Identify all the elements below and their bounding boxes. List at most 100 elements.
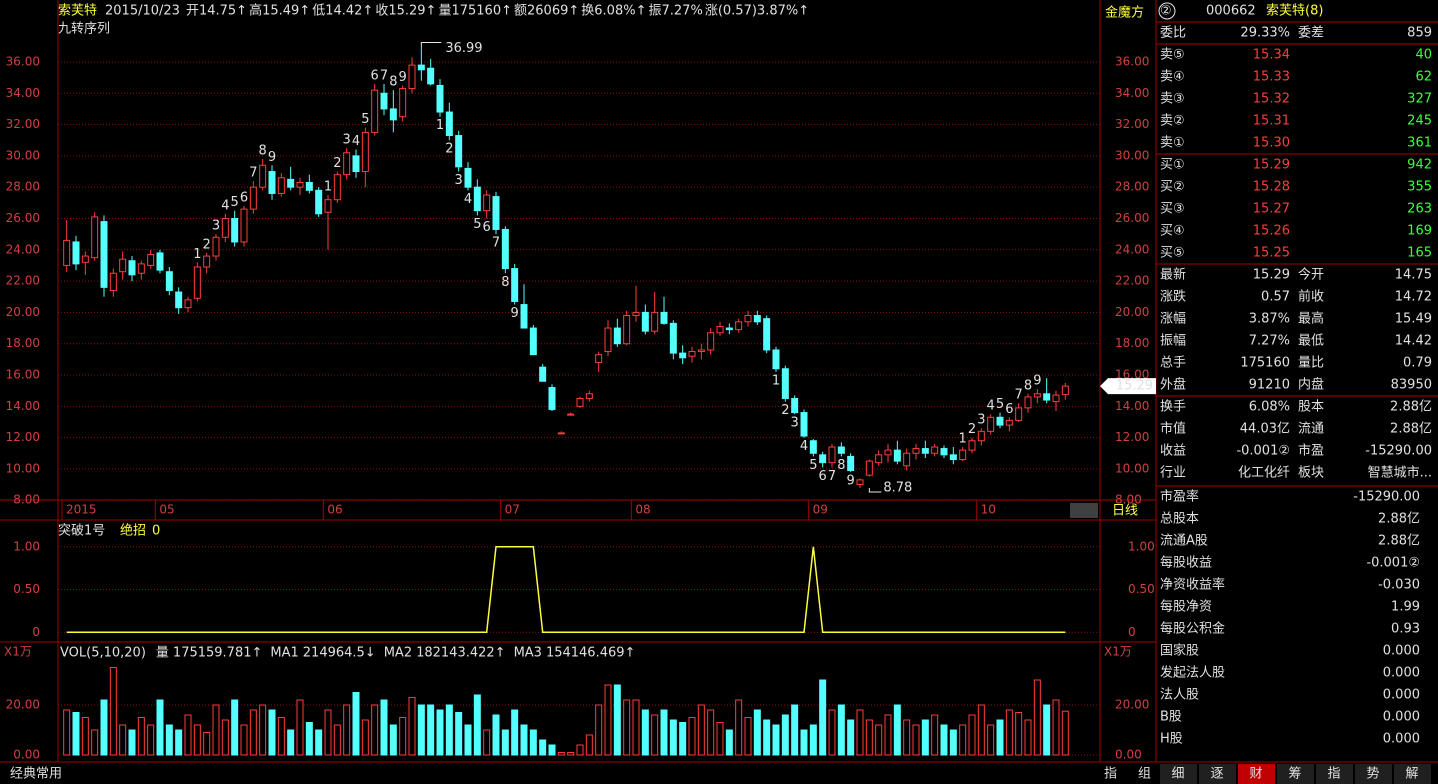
volume-bar bbox=[968, 714, 976, 756]
book-price: 15.32 bbox=[1253, 92, 1290, 107]
volume-bar bbox=[501, 729, 509, 756]
y-tick-label: 1.00 bbox=[13, 539, 40, 553]
candle-body bbox=[324, 199, 332, 213]
candle-body bbox=[753, 315, 761, 323]
y-tick-label-right: 30.00 bbox=[1115, 148, 1149, 162]
book-volume: 40 bbox=[1415, 48, 1432, 63]
y-tick-label-right: 0.50 bbox=[1128, 582, 1155, 596]
y-tick-label-right: 20.00 bbox=[1115, 698, 1149, 712]
candle-body bbox=[884, 449, 892, 456]
volume-bar bbox=[1015, 712, 1023, 756]
tab[interactable]: 解 bbox=[1405, 767, 1418, 782]
volume-bar bbox=[669, 719, 677, 756]
tab-bg[interactable] bbox=[1199, 764, 1236, 784]
tab-bg[interactable] bbox=[1394, 764, 1431, 784]
candle-body bbox=[716, 325, 724, 334]
volume-bar bbox=[352, 692, 360, 756]
td-count: 3 bbox=[455, 173, 463, 188]
tab[interactable]: 财 bbox=[1249, 767, 1262, 782]
tab-bg[interactable] bbox=[1355, 764, 1392, 784]
tab-bg[interactable] bbox=[1160, 764, 1197, 784]
candle-body bbox=[464, 167, 472, 188]
value: 智慧城市... bbox=[1368, 465, 1432, 481]
td-count: 2 bbox=[445, 142, 453, 157]
value: 175160 bbox=[1240, 356, 1290, 371]
candle-body bbox=[399, 88, 407, 118]
value: 化工化纤 bbox=[1238, 466, 1290, 481]
finance-label: 净资收益率 bbox=[1160, 577, 1225, 593]
y-tick-label-right: 14.00 bbox=[1115, 399, 1149, 413]
candle-body bbox=[539, 366, 547, 382]
volume-bar bbox=[389, 724, 397, 756]
candle-body bbox=[959, 449, 967, 461]
volume-bar bbox=[548, 744, 556, 756]
value: 0.79 bbox=[1403, 356, 1432, 371]
indicator-name: 九转序列 bbox=[58, 22, 110, 37]
label: 今开 bbox=[1298, 267, 1324, 283]
y-tick-label: 18.00 bbox=[6, 336, 40, 350]
footer-button[interactable]: 指 bbox=[1104, 767, 1117, 782]
tab-bg[interactable] bbox=[1238, 764, 1275, 784]
td-count: 2 bbox=[203, 237, 211, 252]
y-tick-label: 26.00 bbox=[6, 211, 40, 225]
candle-body bbox=[725, 327, 733, 331]
header-value: 15.49↑ bbox=[262, 4, 310, 19]
footer-left[interactable]: 经典常用 bbox=[10, 767, 62, 782]
candle-body bbox=[520, 304, 528, 329]
finance-label: B股 bbox=[1160, 710, 1182, 725]
volume-bar bbox=[483, 729, 491, 756]
book-label: 卖② bbox=[1160, 114, 1185, 129]
header-value: 175160↑ bbox=[451, 4, 512, 19]
volume-bar bbox=[604, 684, 612, 756]
candle-body bbox=[875, 454, 883, 464]
tab[interactable]: 筹 bbox=[1288, 766, 1301, 782]
signal-value: 0 bbox=[152, 524, 160, 539]
candle-body bbox=[837, 446, 845, 454]
y-tick-label-right: 24.00 bbox=[1115, 242, 1149, 256]
td-count: 4 bbox=[800, 439, 808, 454]
candle-body bbox=[203, 255, 211, 268]
finance-value: 0.000 bbox=[1383, 732, 1420, 747]
volume-bar bbox=[175, 729, 183, 756]
value: -0.001② bbox=[1236, 444, 1290, 459]
book-label: 买② bbox=[1160, 180, 1185, 195]
candle-body bbox=[800, 412, 808, 437]
header-value: 14.75↑ bbox=[199, 4, 247, 19]
candle-body bbox=[511, 268, 519, 302]
label: 振幅 bbox=[1160, 334, 1186, 349]
td-count: 4 bbox=[987, 399, 995, 414]
stock-name: 索芙特 bbox=[58, 4, 97, 19]
header-label: 振 bbox=[648, 4, 661, 19]
td-count: 9 bbox=[847, 474, 855, 489]
tab-bg[interactable] bbox=[1316, 764, 1353, 784]
footer-button[interactable]: 组 bbox=[1138, 767, 1151, 782]
label: 换手 bbox=[1160, 400, 1186, 415]
candle-body bbox=[63, 239, 71, 266]
tab[interactable]: 细 bbox=[1171, 767, 1184, 782]
volume-bar bbox=[595, 704, 603, 756]
td-count: 1 bbox=[436, 118, 444, 133]
scroll-button[interactable] bbox=[1070, 503, 1098, 518]
tab-bg[interactable] bbox=[1277, 764, 1314, 784]
volume-bar bbox=[361, 719, 369, 756]
volume-bar bbox=[819, 679, 827, 756]
y-tick-label-right: 10.00 bbox=[1115, 461, 1149, 475]
volume-bar bbox=[305, 722, 313, 756]
volume-bar bbox=[277, 717, 285, 756]
td-count: 1 bbox=[324, 180, 332, 195]
tab[interactable]: 势 bbox=[1366, 766, 1379, 782]
header-value: (0.57)3.87%↑ bbox=[718, 4, 809, 19]
label: 涨跌 bbox=[1160, 289, 1186, 305]
corner-label: 金魔方 bbox=[1105, 5, 1144, 21]
value: 15.49 bbox=[1395, 312, 1432, 327]
book-label: 买④ bbox=[1160, 224, 1185, 239]
td-count: 4 bbox=[221, 198, 229, 213]
td-count: 7 bbox=[380, 68, 388, 83]
volume-bar bbox=[875, 724, 883, 756]
volume-bar bbox=[903, 719, 911, 756]
volume-bar bbox=[417, 704, 425, 756]
tab[interactable]: 指 bbox=[1327, 767, 1340, 782]
candle-body bbox=[697, 349, 705, 353]
tab[interactable]: 逐 bbox=[1210, 767, 1223, 782]
